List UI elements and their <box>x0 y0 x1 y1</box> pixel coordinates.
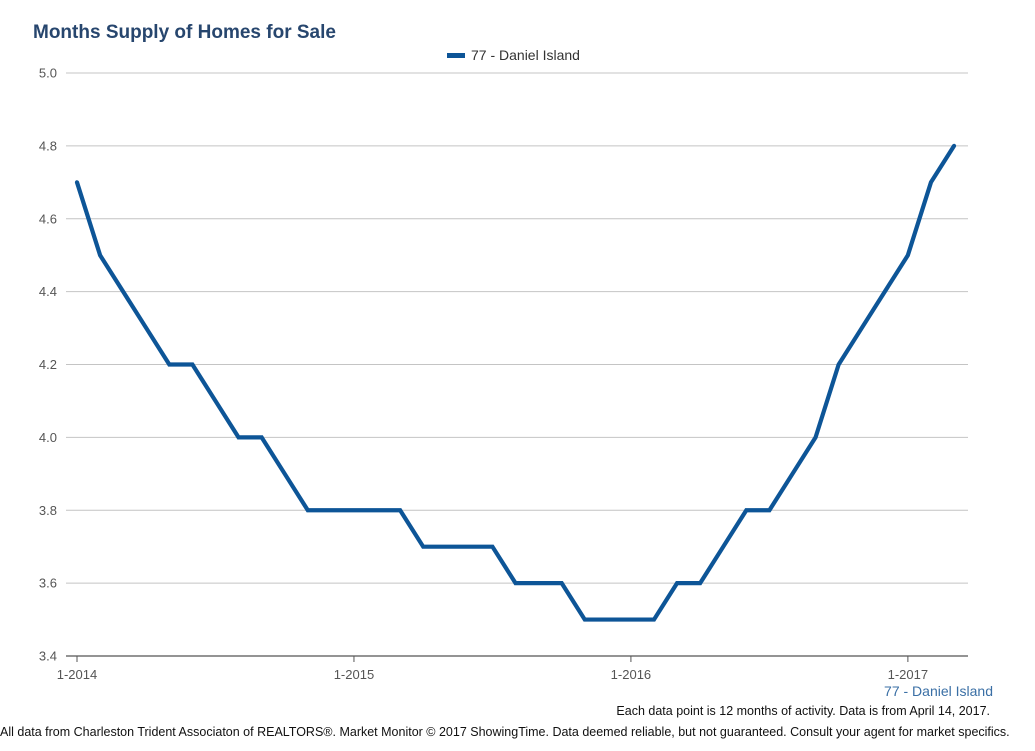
y-tick-label: 3.8 <box>39 503 57 518</box>
y-tick-label: 4.0 <box>39 430 57 445</box>
y-tick-label: 3.4 <box>39 649 57 664</box>
series-layer <box>74 143 957 622</box>
y-tick-label: 4.8 <box>39 138 57 153</box>
y-tick-label: 4.6 <box>39 211 57 226</box>
series-line[interactable] <box>74 143 957 622</box>
x-tick-label: 1-2014 <box>57 667 97 682</box>
gridlines <box>66 72 968 657</box>
axes: 5.0 4.8 4.6 4.4 4.2 4.0 3.8 3.6 3.41-2014 1-2015 1… <box>39 66 928 683</box>
chart-title: Months Supply of Homes for Sale <box>33 22 336 43</box>
x-tick-label: 1-2016 <box>611 667 651 682</box>
x-tick-label: 1-2017 <box>888 667 928 682</box>
y-tick-label: 4.2 <box>39 357 57 372</box>
x-tick-label: 1-2015 <box>334 667 374 682</box>
x-axis-label: 77 - Daniel Island <box>884 683 993 699</box>
y-tick-label: 3.6 <box>39 576 57 591</box>
data-note: Each data point is 12 months of activity… <box>616 704 990 718</box>
y-tick-label: 4.4 <box>39 284 57 299</box>
legend-swatch <box>447 52 465 58</box>
legend-label: 77 - Daniel Island <box>471 47 580 63</box>
legend[interactable]: 77 - Daniel Island <box>447 47 580 63</box>
footer-disclaimer: All data from Charleston Trident Associa… <box>0 725 1010 739</box>
y-tick-label: 5.0 <box>39 66 57 81</box>
